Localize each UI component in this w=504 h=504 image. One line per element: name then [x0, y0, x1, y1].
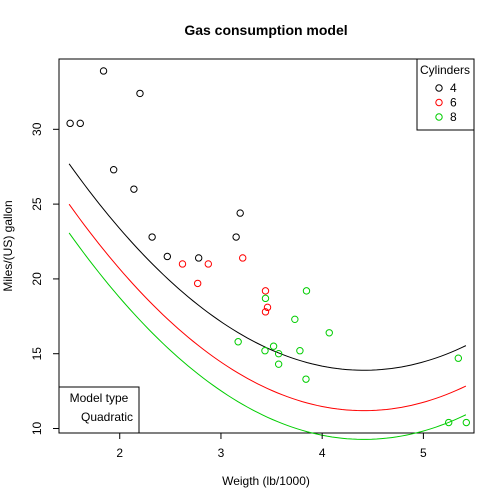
data-point-cyl-6 — [261, 308, 270, 316]
data-point-cyl-8 — [302, 375, 310, 383]
model-curve-cyl-4 — [68, 163, 467, 371]
cylinders-legend-title: Cylinders — [420, 63, 470, 77]
data-points — [66, 67, 471, 427]
data-point-cyl-8 — [274, 350, 283, 358]
legend-label-cyl-6: 6 — [450, 96, 457, 110]
data-point-cyl-4 — [163, 252, 172, 261]
y-tick-label: 20 — [30, 272, 44, 286]
y-axis: 10 15 20 25 30 — [30, 122, 59, 435]
model-legend: Model type Quadratic — [58, 386, 140, 434]
data-point-cyl-6 — [261, 287, 270, 295]
x-tick-label: 3 — [218, 446, 225, 460]
chart-title: Gas consumption model — [184, 22, 347, 38]
x-tick-label: 4 — [319, 446, 326, 460]
model-curve-cyl-8 — [68, 232, 467, 440]
y-tick-label: 10 — [30, 422, 44, 436]
legend-marker-cyl-8 — [435, 113, 443, 121]
data-point-cyl-6 — [263, 303, 272, 312]
data-point-cyl-4 — [148, 233, 156, 241]
cylinders-legend: Cylinders 468 — [416, 58, 475, 131]
x-tick-label: 2 — [116, 446, 123, 460]
y-tick-label: 25 — [30, 197, 44, 211]
data-point-cyl-8 — [462, 418, 471, 427]
y-tick-label: 15 — [30, 347, 44, 361]
data-point-cyl-8 — [444, 418, 453, 427]
data-point-cyl-8 — [325, 329, 333, 337]
model-legend-box — [58, 386, 140, 434]
data-point-cyl-8 — [291, 315, 299, 324]
data-point-cyl-4 — [136, 89, 144, 98]
legend-marker-cyl-6 — [435, 98, 443, 107]
model-legend-title: Model type — [70, 391, 129, 405]
data-point-cyl-8 — [269, 342, 278, 350]
x-tick-label: 5 — [420, 446, 427, 460]
data-point-cyl-4 — [236, 209, 244, 217]
data-point-cyl-6 — [239, 254, 247, 262]
data-point-cyl-4 — [194, 254, 203, 262]
data-point-cyl-4 — [99, 67, 108, 75]
data-point-cyl-8 — [274, 360, 283, 368]
data-point-cyl-8 — [261, 347, 269, 355]
data-point-cyl-6 — [193, 279, 202, 288]
data-point-cyl-8 — [261, 294, 270, 303]
legend-label-cyl-4: 4 — [450, 81, 457, 95]
data-point-cyl-4 — [66, 119, 74, 128]
data-point-cyl-6 — [204, 260, 212, 268]
data-point-cyl-4 — [232, 233, 240, 241]
data-point-cyl-4 — [76, 119, 84, 128]
cylinders-legend-box — [416, 58, 475, 131]
y-tick-label: 30 — [30, 122, 44, 136]
model-curve-cyl-6 — [68, 203, 467, 412]
data-point-cyl-8 — [454, 354, 463, 362]
cylinders-legend-entries: 468 — [435, 81, 457, 124]
y-axis-label: Miles/(US) gallon — [1, 200, 15, 291]
x-axis-label: Weigth (lb/1000) — [222, 474, 310, 488]
x-axis: 2 3 4 5 — [116, 433, 427, 460]
data-point-cyl-4 — [130, 185, 138, 193]
legend-label-cyl-8: 8 — [450, 110, 457, 124]
data-point-cyl-6 — [178, 260, 187, 268]
plot-frame — [58, 58, 475, 434]
data-point-cyl-4 — [109, 166, 118, 174]
legend-marker-cyl-4 — [435, 84, 443, 92]
data-point-cyl-8 — [234, 338, 242, 346]
data-point-cyl-8 — [302, 287, 311, 295]
data-point-cyl-8 — [296, 347, 304, 355]
model-legend-entry: Quadratic — [81, 410, 133, 424]
